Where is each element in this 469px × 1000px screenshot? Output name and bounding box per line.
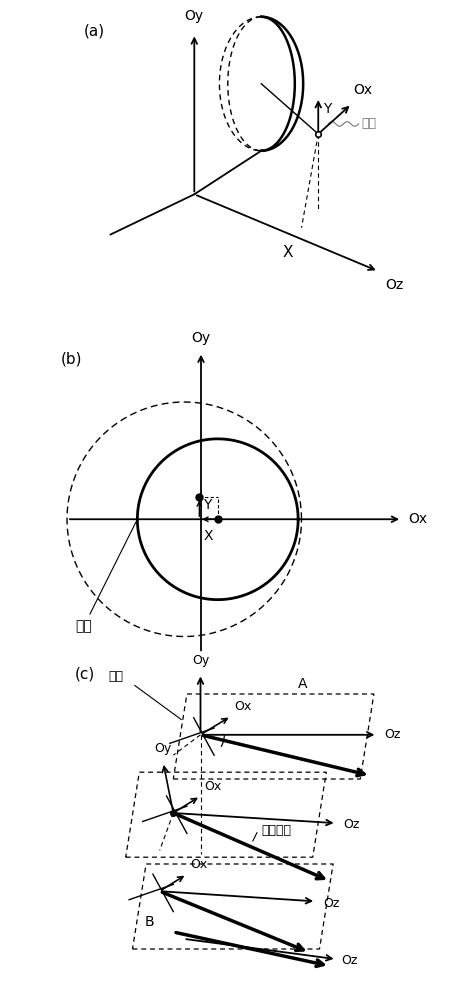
Text: (b): (b): [61, 352, 82, 367]
Text: Oz: Oz: [384, 728, 401, 741]
Text: Oy: Oy: [154, 742, 172, 755]
Text: 非球面轴: 非球面轴: [262, 824, 292, 836]
Text: Oz: Oz: [323, 897, 339, 910]
Text: Oy: Oy: [192, 654, 209, 667]
Text: B: B: [145, 915, 154, 929]
Text: Oz: Oz: [343, 818, 360, 831]
Text: Ox: Ox: [234, 700, 252, 713]
Text: (c): (c): [75, 667, 95, 682]
Text: Y: Y: [323, 102, 332, 116]
Text: Ox: Ox: [190, 858, 208, 871]
Text: Oy: Oy: [185, 9, 204, 23]
Text: 面顶: 面顶: [76, 522, 136, 633]
Text: 球心: 球心: [362, 117, 377, 130]
Text: X: X: [204, 529, 213, 543]
Text: Oz: Oz: [385, 278, 403, 292]
Text: Oy: Oy: [191, 331, 211, 345]
Text: Oz: Oz: [341, 954, 358, 967]
Text: X: X: [283, 245, 293, 260]
Text: A: A: [298, 677, 307, 691]
Text: Ox: Ox: [204, 780, 221, 793]
Text: (a): (a): [84, 23, 105, 38]
Text: Ox: Ox: [408, 512, 428, 526]
Text: Ox: Ox: [354, 83, 372, 97]
Text: 面顶: 面顶: [108, 670, 123, 684]
Text: Y: Y: [204, 498, 212, 512]
